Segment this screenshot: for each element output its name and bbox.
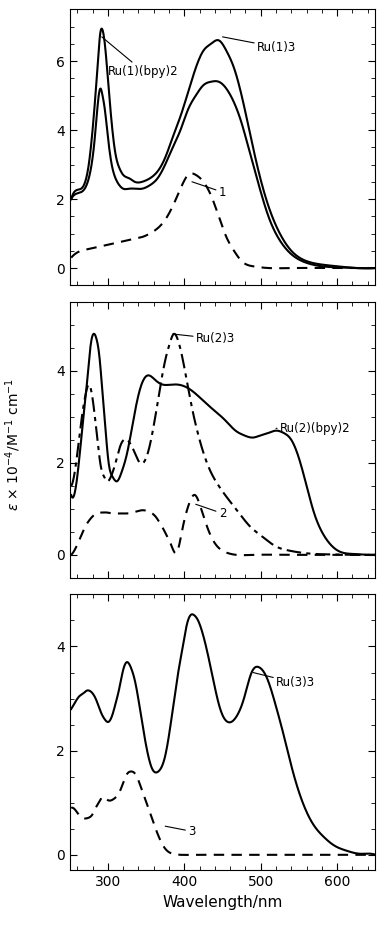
Text: 3: 3 xyxy=(165,825,195,838)
Text: Ru(2)(bpy)2: Ru(2)(bpy)2 xyxy=(276,422,351,435)
Text: $\varepsilon$ $\times$ 10$^{-4}$/M$^{-1}$ cm$^{-1}$: $\varepsilon$ $\times$ 10$^{-4}$/M$^{-1}… xyxy=(4,378,24,511)
Text: Ru(1)3: Ru(1)3 xyxy=(223,37,296,54)
Text: Ru(2)3: Ru(2)3 xyxy=(173,332,235,345)
Text: Ru(1)(bpy)2: Ru(1)(bpy)2 xyxy=(102,37,178,78)
Text: Ru(3)3: Ru(3)3 xyxy=(253,672,315,690)
Text: 1: 1 xyxy=(192,181,226,198)
X-axis label: Wavelength/nm: Wavelength/nm xyxy=(162,895,283,910)
Text: 2: 2 xyxy=(196,505,226,520)
